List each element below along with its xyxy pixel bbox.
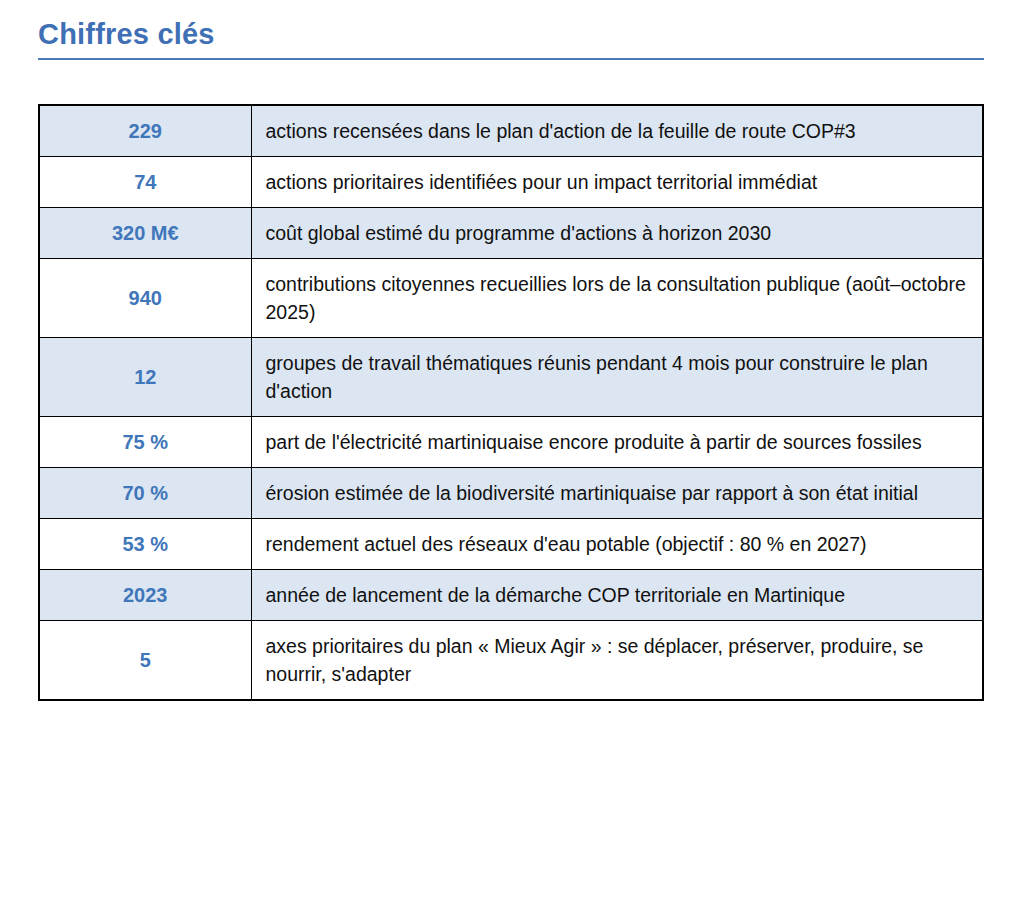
key-figures-table: 229 actions recensées dans le plan d'act… [38,104,984,701]
key-figure-value: 940 [39,259,251,338]
page-title: Chiffres clés [38,18,984,60]
table-row: 320 M€ coût global estimé du programme d… [39,208,983,259]
key-figure-description: année de lancement de la démarche COP te… [251,570,983,621]
key-figure-description: érosion estimée de la biodiversité marti… [251,468,983,519]
key-figure-value: 320 M€ [39,208,251,259]
key-figure-description: actions prioritaires identifiées pour un… [251,157,983,208]
key-figure-value: 12 [39,338,251,417]
key-figure-description: contributions citoyennes recueillies lor… [251,259,983,338]
key-figure-description: part de l'électricité martiniquaise enco… [251,417,983,468]
key-figure-value: 229 [39,105,251,157]
key-figures-table-body: 229 actions recensées dans le plan d'act… [39,105,983,700]
key-figure-description: rendement actuel des réseaux d'eau potab… [251,519,983,570]
table-row: 229 actions recensées dans le plan d'act… [39,105,983,157]
table-row: 5 axes prioritaires du plan « Mieux Agir… [39,621,983,701]
key-figure-value: 2023 [39,570,251,621]
table-row: 940 contributions citoyennes recueillies… [39,259,983,338]
key-figure-description: coût global estimé du programme d'action… [251,208,983,259]
key-figure-value: 70 % [39,468,251,519]
key-figure-value: 5 [39,621,251,701]
table-row: 70 % érosion estimée de la biodiversité … [39,468,983,519]
key-figure-value: 75 % [39,417,251,468]
table-row: 53 % rendement actuel des réseaux d'eau … [39,519,983,570]
table-row: 2023 année de lancement de la démarche C… [39,570,983,621]
table-row: 12 groupes de travail thématiques réunis… [39,338,983,417]
document-page: Chiffres clés 229 actions recensées dans… [0,0,1024,701]
key-figure-description: axes prioritaires du plan « Mieux Agir »… [251,621,983,701]
table-row: 75 % part de l'électricité martiniquaise… [39,417,983,468]
table-row: 74 actions prioritaires identifiées pour… [39,157,983,208]
key-figure-description: actions recensées dans le plan d'action … [251,105,983,157]
key-figure-value: 53 % [39,519,251,570]
key-figure-value: 74 [39,157,251,208]
key-figure-description: groupes de travail thématiques réunis pe… [251,338,983,417]
